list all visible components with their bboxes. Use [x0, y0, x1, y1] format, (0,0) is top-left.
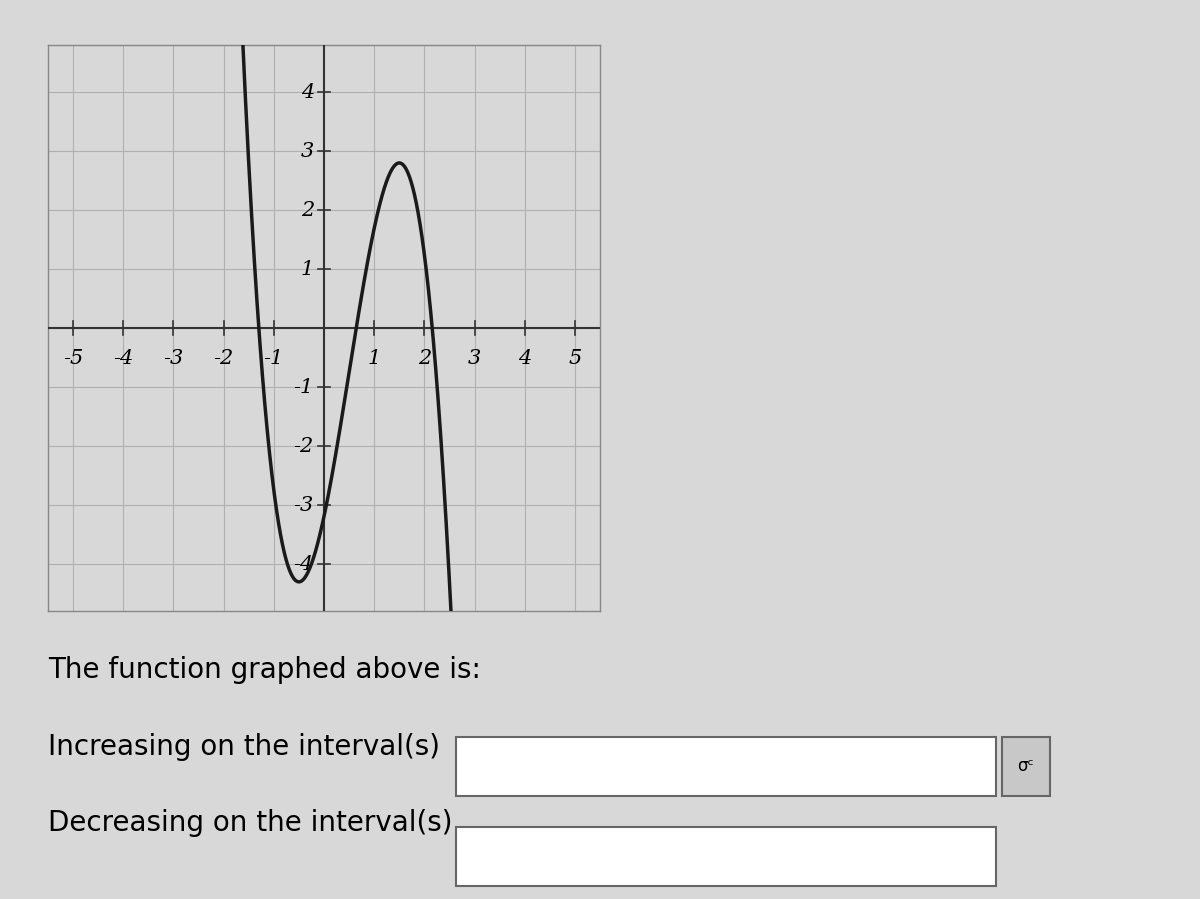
Text: 5: 5: [569, 349, 582, 368]
Text: 1: 1: [301, 260, 314, 279]
Text: 2: 2: [301, 200, 314, 219]
Text: -3: -3: [163, 349, 184, 368]
Text: 3: 3: [468, 349, 481, 368]
Text: 2: 2: [418, 349, 431, 368]
Text: 3: 3: [301, 142, 314, 161]
Text: 1: 1: [367, 349, 380, 368]
Text: -4: -4: [113, 349, 133, 368]
Text: -3: -3: [294, 495, 314, 514]
Text: Increasing on the interval(s): Increasing on the interval(s): [48, 733, 440, 761]
Text: -4: -4: [294, 555, 314, 574]
Text: The function graphed above is:: The function graphed above is:: [48, 656, 481, 684]
Text: -2: -2: [214, 349, 234, 368]
Text: -1: -1: [264, 349, 284, 368]
Text: -5: -5: [62, 349, 83, 368]
Text: 4: 4: [518, 349, 532, 368]
Text: -2: -2: [294, 437, 314, 456]
Text: -1: -1: [294, 378, 314, 396]
Text: σᶜ: σᶜ: [1018, 757, 1034, 776]
Text: 4: 4: [301, 83, 314, 102]
Text: Decreasing on the interval(s): Decreasing on the interval(s): [48, 809, 452, 837]
